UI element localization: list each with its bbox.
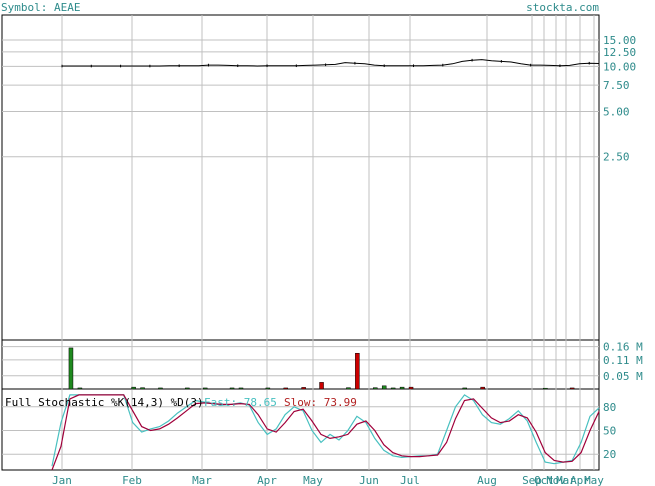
volume-tick-label: 0.16 M xyxy=(603,341,643,354)
fast-line xyxy=(51,394,600,467)
date-tick-label: Sep xyxy=(522,474,542,486)
volume-bar xyxy=(185,387,190,390)
fast-label: Fast: 78.65 xyxy=(204,396,277,409)
price-tick-label: 10.00 xyxy=(603,60,636,73)
stochastic-tick-label: 80 xyxy=(603,401,616,414)
volume-bar xyxy=(381,385,387,390)
volume-bar xyxy=(265,387,271,390)
volume-bar xyxy=(346,387,351,390)
volume-tick-label: 0.11 M xyxy=(603,354,643,367)
date-tick-label: Nov xyxy=(546,474,566,486)
volume-bar xyxy=(131,386,136,390)
volume-bar xyxy=(283,387,288,390)
stochastic-lines xyxy=(51,394,600,471)
volume-bar xyxy=(68,347,74,390)
date-tick-label: Jun xyxy=(359,474,379,486)
volume-bar xyxy=(301,387,306,390)
price-panel xyxy=(1,14,600,341)
volume-bar xyxy=(408,386,414,390)
volume-bar xyxy=(480,386,485,390)
volume-bar xyxy=(462,387,467,390)
volume-bar xyxy=(77,387,83,390)
stochastic-tick-label: 50 xyxy=(603,425,616,438)
volume-bar xyxy=(569,387,575,390)
volume-axis: 0.16 M0.11 M 0.05 M xyxy=(603,341,643,383)
date-tick-label: Jul xyxy=(400,474,420,486)
slow-line xyxy=(51,394,600,471)
date-tick-label: Apr xyxy=(570,474,590,486)
volume-bar xyxy=(390,387,396,390)
price-tick-label: 2.50 xyxy=(603,151,630,164)
volume-bar xyxy=(319,382,324,390)
price-tick-label: 7.50 xyxy=(603,79,630,92)
volume-bar xyxy=(543,387,548,390)
volume-bar xyxy=(140,387,145,390)
site-name[interactable]: stockta.com xyxy=(526,1,599,14)
date-tick-label: Aug xyxy=(477,474,497,486)
price-tick-label: 5.00 xyxy=(603,106,630,119)
price-line xyxy=(62,59,600,67)
volume-bar xyxy=(238,387,244,390)
volume-bar xyxy=(229,387,235,390)
date-tick-label: Mar xyxy=(192,474,212,486)
volume-bar xyxy=(202,387,208,390)
stochastic-tick-label: 20 xyxy=(603,448,616,461)
price-tick-label: 12.50 xyxy=(603,46,636,59)
stochastic-axis: 80 50 20 xyxy=(603,401,616,461)
date-tick-label: May xyxy=(584,474,604,486)
date-tick-label: Apr xyxy=(257,474,277,486)
stochastic-title: Full Stochastic %K(14,3) %D(3) xyxy=(5,396,204,409)
date-tick-label: May xyxy=(303,474,323,486)
volume-tick-label: 0.05 M xyxy=(603,370,643,383)
volume-panel xyxy=(1,339,600,390)
symbol-label: Symbol: AEAE xyxy=(1,1,80,14)
volume-bar xyxy=(355,352,360,390)
date-tick-label: Mar xyxy=(556,474,576,486)
volume-bar xyxy=(158,387,163,390)
volume-bars xyxy=(68,347,575,390)
date-tick-label: Feb xyxy=(122,474,142,486)
volume-bar xyxy=(373,387,378,390)
price-series xyxy=(61,58,600,68)
volume-bar xyxy=(399,386,405,390)
stochastic-panel xyxy=(1,388,600,471)
price-tick-label: 15.00 xyxy=(603,34,636,47)
slow-label: Slow: 73.99 xyxy=(284,396,357,409)
date-tick-label: Oct xyxy=(534,474,554,486)
date-tick-label: Jan xyxy=(52,474,72,486)
grid-lines xyxy=(2,15,599,470)
date-axis: Jan Feb Mar Apr May Jun Jul Aug SepOctNovMarAprM… xyxy=(52,474,604,486)
